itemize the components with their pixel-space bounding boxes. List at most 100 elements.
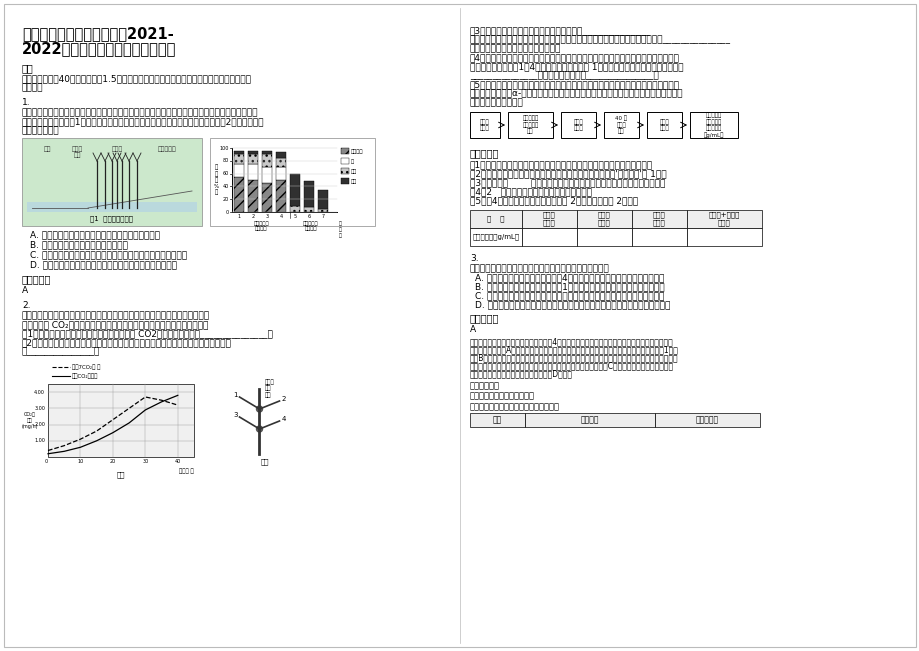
Text: 近年来，世界各地的台风、酷热、暴雨等极端天气越来越多，科学家普遍认为，: 近年来，世界各地的台风、酷热、暴雨等极端天气越来越多，科学家普遍认为， [22, 311, 210, 320]
Text: 80: 80 [222, 158, 229, 163]
Text: 图二: 图二 [260, 458, 268, 465]
Text: A: A [22, 286, 28, 295]
Bar [576, 228, 631, 246]
Bar [341, 178, 348, 184]
Text: 3: 3 [233, 412, 237, 418]
Bar [525, 413, 654, 427]
Text: 子，B错误；在减数第一次分裂前期，细胞内非等位基因都位置还是排列计量，是不能自由组合，另外: 子，B错误；在减数第一次分裂前期，细胞内非等位基因都位置还是排列计量，是不能自由… [470, 353, 678, 362]
Text: 薹草: 薹草 [351, 169, 357, 174]
Bar [233, 164, 244, 177]
Text: 植物盖度: 植物盖度 [255, 226, 267, 231]
Bar [247, 151, 258, 154]
Bar [631, 210, 686, 228]
Text: 对比麦芽糖
标准液得出
麦芽糖含量
（g/mL）: 对比麦芽糖 标准液得出 麦芽糖含量 （g/mL） [703, 113, 723, 137]
Text: 脱落酸
处理组: 脱落酸 处理组 [597, 212, 610, 226]
Text: 【考点定位】: 【考点定位】 [470, 381, 499, 390]
Text: 近水缓
冲区: 近水缓 冲区 [72, 146, 83, 158]
Text: 10: 10 [77, 459, 84, 464]
Text: （2）植物积累有机物（或储存能量，或其他合理答案，如答'光合作用'得 1分）: （2）植物积累有机物（或储存能量，或其他合理答案，如答'光合作用'得 1分） [470, 169, 666, 178]
Bar [27, 202, 197, 212]
Bar [686, 210, 761, 228]
Bar [247, 164, 258, 180]
Text: 研磨大麦种
子制备胚乳
溶液: 研磨大麦种 子制备胚乳 溶液 [522, 116, 538, 134]
Text: 20: 20 [109, 459, 116, 464]
Bar [233, 151, 244, 154]
Bar [262, 154, 272, 167]
Text: 色体数目减半只发生在减数第一次分裂，D错误。: 色体数目减半只发生在减数第一次分裂，D错误。 [470, 369, 573, 378]
Text: 坐林试
剂检测: 坐林试 剂检测 [659, 119, 669, 131]
Text: 2.: 2. [22, 301, 30, 310]
Bar [262, 167, 272, 183]
Bar [470, 112, 499, 138]
Circle shape [256, 406, 262, 412]
Text: A: A [470, 325, 476, 334]
Text: 这与大气中 CO₂等温室气体的浓度持续上升而造成全球气候变暖密切相关。: 这与大气中 CO₂等温室气体的浓度持续上升而造成全球气候变暖密切相关。 [22, 320, 208, 329]
Bar [317, 209, 328, 212]
Text: （4）2   在叶柄切口处放置不含脱落酸的羊毛脂: （4）2 在叶柄切口处放置不含脱落酸的羊毛脂 [470, 187, 591, 196]
Text: 0: 0 [45, 459, 48, 464]
Text: 参考答案：: 参考答案： [470, 148, 499, 158]
Text: 或栖息环境受破坏，可能直接或间接地造成多种动物灭绝。因此气候变暖可能降低_______________: 或栖息环境受破坏，可能直接或间接地造成多种动物灭绝。因此气候变暖可能降低____… [470, 35, 731, 44]
Text: 光层7CO₂吸 率: 光层7CO₂吸 率 [72, 364, 100, 370]
Text: 2022学年高三生物联考试卷含解析: 2022学年高三生物联考试卷含解析 [22, 41, 176, 56]
Text: 近水缓冲区: 近水缓冲区 [302, 221, 318, 226]
Text: 核心区: 核心区 [111, 146, 122, 152]
Text: 光滩: 光滩 [43, 146, 51, 152]
Bar [276, 180, 286, 212]
Text: 3: 3 [266, 214, 268, 219]
Text: 湖北省黄石市铁路子第中学2021-: 湖北省黄石市铁路子第中学2021- [22, 26, 174, 41]
Bar [507, 112, 552, 138]
Bar [341, 158, 348, 164]
Text: 2: 2 [281, 396, 286, 402]
Bar [341, 168, 348, 174]
Text: 某湿地是由长江携带的泥沙长期淤积逐渐形成的，将该湿地由近水边到岸边分为光滩区、近水缓冲区: 某湿地是由长江携带的泥沙长期淤积逐渐形成的，将该湿地由近水边到岸边分为光滩区、近… [22, 108, 258, 117]
Bar [646, 112, 681, 138]
Text: 100: 100 [220, 146, 229, 150]
Text: 5: 5 [293, 214, 296, 219]
Text: 组    别: 组 别 [487, 215, 505, 222]
Text: 》减数分裂与生物变异的来源: 》减数分裂与生物变异的来源 [470, 391, 535, 400]
Text: ，从而降低生态系统的抵抗力稳定性。: ，从而降低生态系统的抵抗力稳定性。 [470, 44, 561, 53]
Bar [22, 138, 202, 226]
Bar [341, 148, 348, 154]
Text: 7: 7 [321, 214, 324, 219]
Text: D. 人类的干预活动不影响该湿地群落向陆地群落演替的进程: D. 人类的干预活动不影响该湿地群落向陆地群落演替的进程 [30, 260, 176, 269]
Text: 一、: 一、 [22, 63, 34, 73]
Text: D. 在减数分裂过程中，染色体数目减半发生在减数第一次分裂或减数第二次分裂: D. 在减数分裂过程中，染色体数目减半发生在减数第一次分裂或减数第二次分裂 [474, 300, 670, 309]
Bar [289, 174, 300, 206]
Text: 30: 30 [142, 459, 148, 464]
Bar [233, 177, 244, 212]
Text: （1）化石燃料的开采利用（或工业生产、减小绿地面积，或其他合理答案）: （1）化石燃料的开采利用（或工业生产、减小绿地面积，或其他合理答案） [470, 160, 652, 169]
Bar [262, 151, 272, 154]
Text: 样
方
号: 样 方 号 [338, 221, 342, 238]
Text: 1: 1 [237, 214, 240, 219]
Bar [631, 228, 686, 246]
Text: 6: 6 [307, 214, 311, 219]
Text: 2: 2 [251, 214, 255, 219]
Text: （4）在高温环境中，植物能通过释放脱落酸来促进休眠。上图二表示一个验证脱落酸促: （4）在高温环境中，植物能通过释放脱落酸来促进休眠。上图二表示一个验证脱落酸促 [470, 53, 679, 62]
Text: 20: 20 [222, 197, 229, 202]
Text: 关说法正确的是: 关说法正确的是 [22, 126, 60, 135]
Text: _______________作为对照组，处理是_______________。: _______________作为对照组，处理是_______________。 [470, 71, 658, 80]
Text: 处理大
麦种子: 处理大 麦种子 [480, 119, 489, 131]
Text: （5）（4分，对照组和实验组设置正确 2分，因变量正确 2分。）: （5）（4分，对照组和实验组设置正确 2分，因变量正确 2分。） [470, 196, 638, 205]
Text: 1.: 1. [22, 98, 30, 107]
Bar [210, 138, 375, 226]
Text: 【解析】若一个精厚细胞经减数分裂产生4种精子，则该过程中可能发生了交叉互换，也可能发生了: 【解析】若一个精厚细胞经减数分裂产生4种精子，则该过程中可能发生了交叉互换，也可… [470, 337, 673, 346]
Text: 两个个基因突变，A正确；无论育没有交叉互换和基因突变，一个卵原细胞经减数分裂只能产生1种精: 两个个基因突变，A正确；无论育没有交叉互换和基因突变，一个卵原细胞经减数分裂只能… [470, 345, 678, 354]
Text: 3.: 3. [470, 254, 478, 263]
Text: 芦苇: 芦苇 [351, 178, 357, 184]
Text: 4.00: 4.00 [34, 389, 45, 395]
Bar [262, 183, 272, 212]
Bar [689, 112, 737, 138]
Text: 60: 60 [222, 171, 229, 176]
Bar [289, 206, 300, 212]
Text: 图一: 图一 [117, 471, 125, 478]
Bar [233, 154, 244, 164]
Text: 4: 4 [279, 214, 282, 219]
Text: 、核心区等区域，如图1所示。统计不同区域的植物盖度（表示植被的茂密程度）如图2所示。下列相: 、核心区等区域，如图1所示。统计不同区域的植物盖度（表示植被的茂密程度）如图2所… [22, 117, 265, 126]
Text: B. 若一个卵原细胞经减数分裂产生1种精子，则该过程中不应发生了交叉互换: B. 若一个卵原细胞经减数分裂产生1种精子，则该过程中不应发生了交叉互换 [474, 282, 664, 291]
Bar [317, 189, 328, 209]
Text: 于_______________。: 于_______________。 [22, 347, 100, 356]
Text: 设计实验结果记录表。: 设计实验结果记录表。 [470, 98, 523, 107]
